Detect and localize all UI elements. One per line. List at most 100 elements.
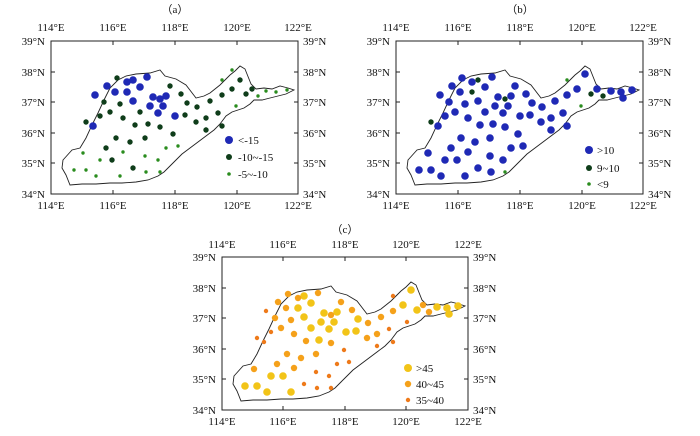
station-marker <box>203 115 209 121</box>
station-marker <box>315 336 323 344</box>
station-marker <box>427 166 435 174</box>
station-marker <box>487 168 495 176</box>
station-marker <box>494 93 502 101</box>
tick-label: 37°N <box>22 97 45 109</box>
station-marker <box>237 77 243 83</box>
station-marker <box>334 361 340 367</box>
legend-label: 40~45 <box>416 379 444 391</box>
tick-label: 39°N <box>473 252 496 264</box>
station-marker <box>464 114 472 122</box>
station-marker <box>337 298 345 306</box>
station-marker <box>489 120 497 128</box>
tick-label: 36°N <box>22 128 45 140</box>
station-marker <box>194 104 200 110</box>
tick-label: 34°N <box>367 189 390 201</box>
station-marker <box>373 330 381 338</box>
station-marker <box>103 82 111 90</box>
tick-label: 37°N <box>193 313 216 325</box>
tick-label: 116°E <box>99 200 126 212</box>
station-marker <box>437 172 445 180</box>
tick-label: 122°E <box>454 239 482 251</box>
station-marker <box>451 108 459 116</box>
legend-label: -10~-15 <box>238 152 274 164</box>
station-marker <box>352 327 360 335</box>
station-marker <box>157 124 163 130</box>
station-marker <box>136 83 144 91</box>
tick-label: 39°N <box>303 36 326 48</box>
tick-label: 114°E <box>37 200 64 212</box>
station-marker <box>203 127 209 133</box>
tick-label: 120°E <box>223 200 251 212</box>
station-marker <box>215 110 221 116</box>
station-marker <box>573 85 581 93</box>
station-marker <box>415 166 423 174</box>
station-marker <box>317 318 325 326</box>
station-marker <box>117 101 123 107</box>
station-marker <box>507 92 515 100</box>
station-marker <box>328 385 334 391</box>
station-marker <box>526 111 534 119</box>
station-marker <box>475 77 481 83</box>
station-marker <box>132 122 138 128</box>
station-marker <box>363 334 371 342</box>
station-marker <box>374 343 380 349</box>
legend-label: >10 <box>597 145 615 157</box>
station-marker <box>469 89 475 95</box>
station-marker <box>481 108 489 116</box>
legend-label: -5~-10 <box>238 169 268 181</box>
station-marker <box>156 95 164 103</box>
panel-b-ticks <box>395 41 644 194</box>
station-marker <box>327 311 335 319</box>
station-marker <box>390 293 396 299</box>
station-marker <box>113 135 119 141</box>
station-marker <box>407 286 415 294</box>
station-marker <box>94 174 98 178</box>
tick-label: 35°N <box>473 374 496 386</box>
tick-label: 120°E <box>392 416 420 428</box>
tick-label: 37°N <box>303 97 326 109</box>
tick-label: 35°N <box>648 158 671 170</box>
station-marker <box>207 98 213 104</box>
tick-label: 122°E <box>629 200 657 212</box>
station-marker <box>428 119 434 125</box>
station-marker <box>170 131 176 137</box>
station-marker <box>511 82 519 90</box>
station-marker <box>486 134 494 142</box>
tick-label: 120°E <box>223 22 251 34</box>
station-marker <box>342 328 350 336</box>
tick-label: 118°E <box>161 200 188 212</box>
tick-label: 122°E <box>629 22 657 34</box>
station-marker <box>628 86 636 94</box>
station-marker <box>441 112 449 120</box>
station-marker <box>182 112 188 118</box>
station-marker <box>229 86 235 92</box>
legend-label: >45 <box>416 363 434 375</box>
station-marker <box>143 73 151 81</box>
station-marker <box>158 170 162 174</box>
station-marker <box>481 83 489 91</box>
panel-b: （b） 114°E 116°E 118°E 120°E 122°E 114°E … <box>367 3 672 212</box>
station-marker <box>307 324 315 332</box>
station-marker <box>123 88 131 96</box>
station-marker <box>219 92 225 98</box>
station-marker <box>101 99 107 105</box>
station-marker <box>547 114 555 122</box>
legend-marker-medium <box>404 380 412 388</box>
station-marker <box>522 90 530 98</box>
panel-b-label: （b） <box>506 3 534 16</box>
station-marker <box>433 303 441 311</box>
tick-label: 37°N <box>648 97 671 109</box>
station-marker <box>144 170 148 174</box>
station-marker <box>123 78 131 86</box>
station-marker <box>72 168 76 172</box>
station-marker <box>436 91 444 99</box>
station-marker <box>386 326 392 332</box>
tick-label: 116°E <box>269 239 296 251</box>
legend-label: <9 <box>597 179 609 191</box>
station-marker <box>98 158 102 162</box>
tick-label: 36°N <box>193 344 216 356</box>
tick-label: 114°E <box>382 200 409 212</box>
station-marker <box>424 149 432 157</box>
panel-c: （c） 114°E 116°E 118°E 120°E 122°E 114°E … <box>193 223 497 428</box>
tick-label: 120°E <box>568 22 596 34</box>
